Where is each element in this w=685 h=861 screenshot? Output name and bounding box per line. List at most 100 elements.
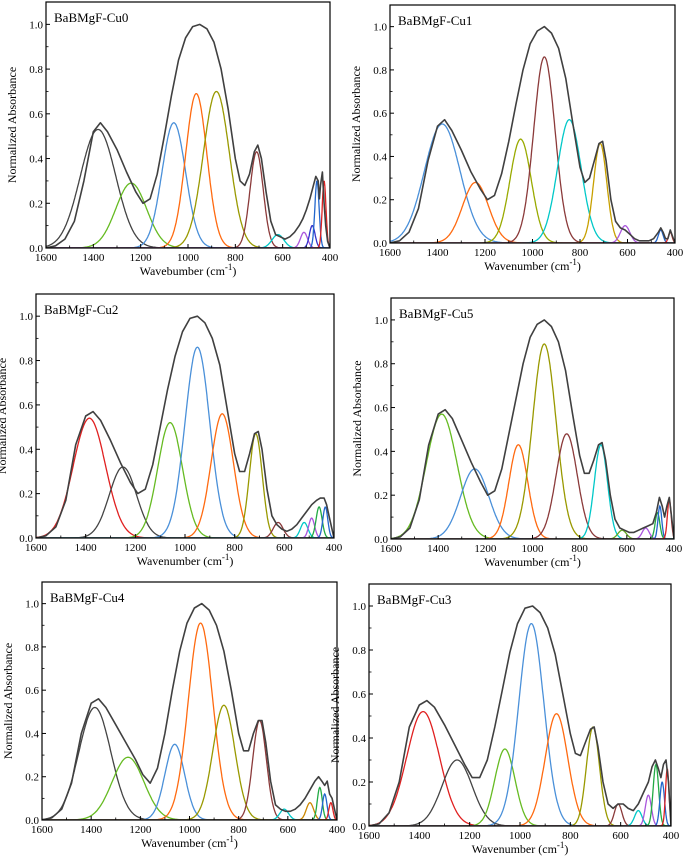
peak-curve-2 bbox=[36, 466, 334, 538]
panel-title: BaBMgF-Cu4 bbox=[50, 590, 125, 605]
x-axis-label: Wavebumber (cm-1) bbox=[140, 262, 237, 278]
chart-panel-6: 1600 1400 1200 1000 800 600 400 0.0 0.2 0.4 0.6 0.8… bbox=[328, 583, 680, 856]
peak-curve-2 bbox=[390, 181, 675, 243]
y-tick-label: 0.0 bbox=[19, 533, 33, 545]
x-tick-label: 600 bbox=[619, 247, 636, 259]
y-tick-label: 1.0 bbox=[373, 22, 387, 34]
x-tick-label: 1600 bbox=[25, 542, 48, 554]
chart-panel-1: 1600 1400 1200 1000 800 600 400 0.0 0.2 0.4 0.6 0.8… bbox=[5, 1, 339, 278]
chart-panel-2: 1600 1400 1200 1000 800 600 400 0.0 0.2 0.4 0.6 0.8… bbox=[349, 4, 684, 273]
y-axis-label: Normalized Absorbance bbox=[1, 643, 15, 759]
peak-curve-4 bbox=[42, 622, 337, 820]
y-tick-label: 0.2 bbox=[374, 490, 388, 502]
peak-curve-3 bbox=[42, 743, 337, 820]
y-tick-label: 0.6 bbox=[29, 109, 43, 121]
x-tick-label: 1600 bbox=[380, 543, 403, 555]
x-axis-label-main: Wavenumber (cm bbox=[472, 842, 558, 856]
x-axis-label-end: ) bbox=[564, 842, 568, 856]
y-tick-label: 0.6 bbox=[373, 108, 387, 120]
x-tick-label: 1400 bbox=[408, 830, 431, 842]
chart-panel-4: 1600 1400 1200 1000 800 600 400 0.0 0.2 0.4 0.6 0.8… bbox=[350, 297, 683, 569]
x-tick-label: 1600 bbox=[358, 830, 381, 842]
peak-curve-1 bbox=[391, 413, 674, 539]
y-tick-label: 0.4 bbox=[19, 444, 33, 456]
x-tick-label: 800 bbox=[572, 247, 589, 259]
y-tick-label: 0.4 bbox=[352, 733, 366, 745]
y-tick-label: 0.4 bbox=[373, 151, 387, 163]
x-tick-label: 1000 bbox=[174, 542, 197, 554]
y-tick-label: 0.8 bbox=[25, 642, 39, 654]
y-axis-label: Normalized Absorbance bbox=[5, 67, 19, 183]
peak-curve-7 bbox=[391, 529, 674, 539]
y-tick-label: 0.8 bbox=[19, 356, 33, 368]
y-tick-label: 0.6 bbox=[352, 689, 366, 701]
y-tick-label: 0.0 bbox=[25, 815, 39, 827]
peak-curve-4 bbox=[391, 343, 674, 539]
y-tick-label: 0.4 bbox=[374, 446, 388, 458]
peak-curve-3 bbox=[46, 122, 330, 248]
x-axis-label: Wavenumber (cm-1) bbox=[484, 257, 581, 273]
x-tick-label: 400 bbox=[667, 247, 684, 259]
plot-frame bbox=[45, 1, 331, 249]
y-tick-label: 1.0 bbox=[19, 311, 33, 323]
x-tick-label: 1000 bbox=[522, 543, 545, 555]
peak-curve-6 bbox=[390, 142, 675, 243]
y-tick-label: 0.2 bbox=[19, 489, 33, 501]
x-axis-label-sup: -1 bbox=[222, 552, 230, 562]
x-axis-label: Wavenumber (cm-1) bbox=[484, 553, 581, 569]
peak-curve-1 bbox=[42, 706, 337, 820]
x-axis-label-sup: -1 bbox=[557, 840, 565, 850]
panel-title: BaBMgF-Cu5 bbox=[399, 306, 473, 321]
x-tick-label: 800 bbox=[230, 824, 247, 836]
peak-curve-5 bbox=[46, 90, 330, 248]
peak-curve-10 bbox=[36, 505, 334, 538]
panel-title: BaBMgF-Cu0 bbox=[54, 10, 128, 25]
y-tick-label: 1.0 bbox=[25, 599, 39, 611]
x-tick-label: 1400 bbox=[427, 543, 450, 555]
x-tick-label: 1600 bbox=[379, 247, 402, 259]
x-tick-label: 600 bbox=[274, 252, 291, 264]
y-tick-label: 0.2 bbox=[25, 772, 39, 784]
peak-curve-3 bbox=[390, 138, 675, 243]
x-tick-label: 800 bbox=[226, 542, 243, 554]
peak-curve-2 bbox=[391, 468, 674, 539]
x-tick-label: 400 bbox=[329, 824, 346, 836]
y-tick-label: 0.0 bbox=[373, 238, 387, 250]
y-tick-label: 0.8 bbox=[374, 359, 388, 371]
peak-curve-6 bbox=[391, 444, 674, 539]
y-tick-label: 0.2 bbox=[352, 777, 366, 789]
y-tick-label: 1.0 bbox=[29, 19, 43, 31]
y-tick-label: 0.8 bbox=[352, 645, 366, 657]
peak-curves bbox=[369, 605, 671, 826]
x-axis-label: Wavenumber (cm-1) bbox=[472, 840, 569, 856]
y-tick-label: 0.6 bbox=[25, 685, 39, 697]
x-axis-label-sup: -1 bbox=[226, 834, 234, 844]
x-tick-label: 1000 bbox=[509, 830, 532, 842]
x-tick-label: 600 bbox=[280, 824, 297, 836]
x-axis-label-main: Wavenumber (cm bbox=[484, 259, 570, 273]
x-tick-label: 800 bbox=[562, 830, 579, 842]
x-axis-label: Wavenumber (cm-1) bbox=[141, 834, 238, 850]
peak-curve-5 bbox=[391, 433, 674, 539]
y-tick-label: 1.0 bbox=[352, 601, 366, 613]
envelope-curve bbox=[391, 319, 674, 539]
peak-curve-6 bbox=[42, 719, 337, 820]
x-tick-label: 1400 bbox=[82, 252, 105, 264]
y-tick-label: 0.4 bbox=[29, 154, 43, 166]
x-axis-label-main: Wavenumber (cm bbox=[141, 836, 227, 850]
peak-curves bbox=[36, 315, 334, 538]
x-tick-label: 1400 bbox=[80, 824, 103, 836]
x-axis-label-main: Wavenumber (cm bbox=[484, 555, 570, 569]
envelope-curve bbox=[390, 25, 675, 243]
x-tick-label: 400 bbox=[326, 542, 343, 554]
chart-panel-5: 1600 1400 1200 1000 800 600 400 0.0 0.2 0.4 0.6 0.8… bbox=[1, 581, 346, 850]
peak-curve-9 bbox=[42, 786, 337, 820]
x-tick-label: 1400 bbox=[427, 247, 450, 259]
x-tick-label: 1000 bbox=[522, 247, 545, 259]
x-tick-label: 1600 bbox=[31, 824, 54, 836]
plot-frame bbox=[368, 583, 672, 827]
panel-title: BaBMgF-Cu1 bbox=[398, 13, 472, 28]
x-tick-label: 600 bbox=[612, 830, 629, 842]
x-axis-label-end: ) bbox=[577, 555, 581, 569]
y-axis-label: Normalized Absorbance bbox=[0, 358, 9, 474]
